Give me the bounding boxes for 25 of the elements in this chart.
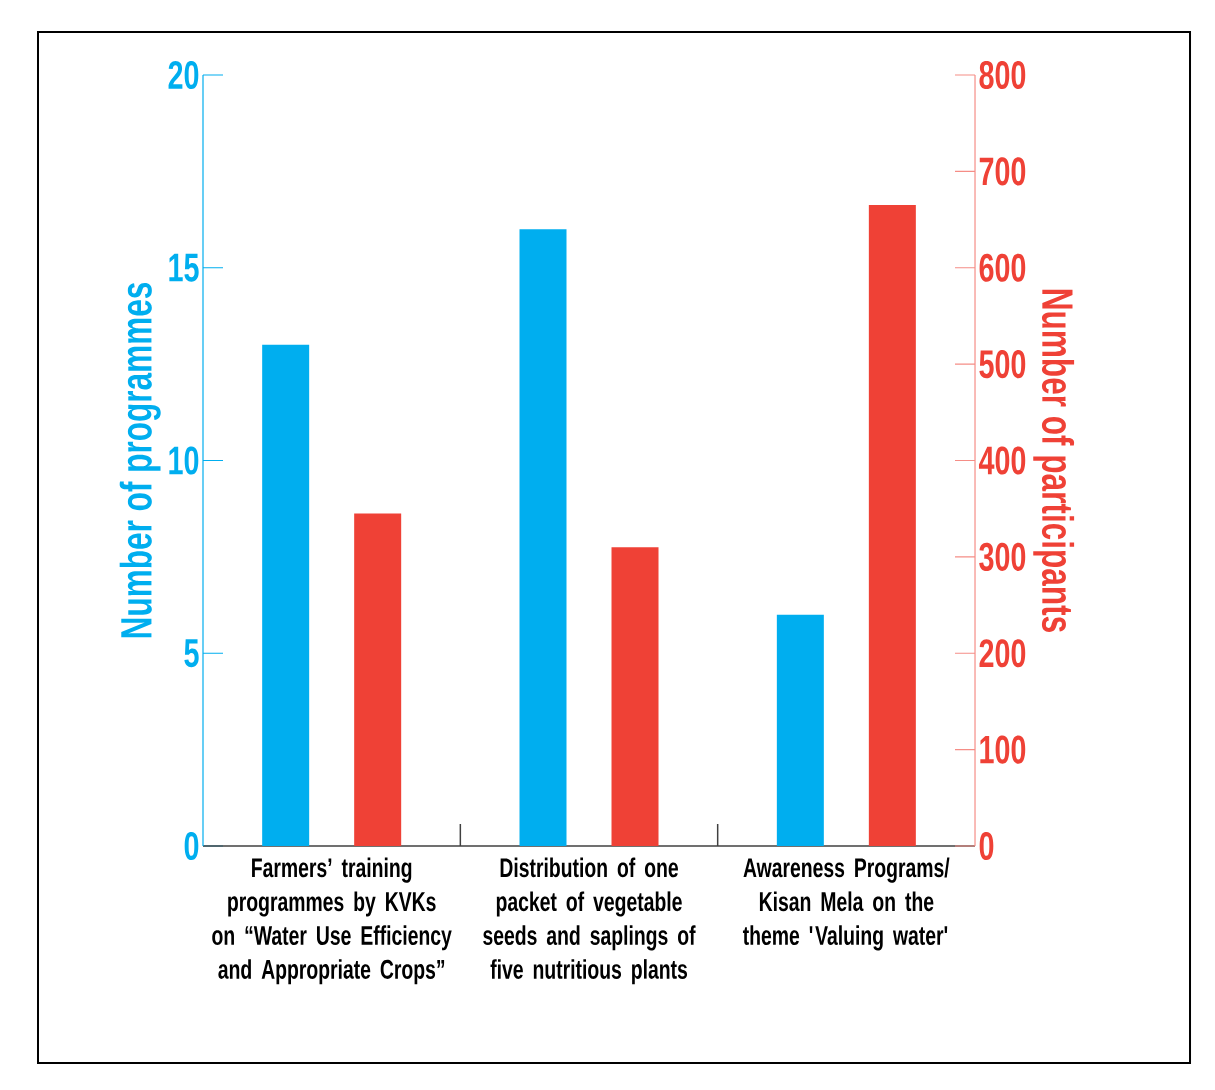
y-axis-title: Number of programmes (119, 282, 161, 638)
x-tick-label: Awareness Programs/ Kisan Mela on the theme 'Valuing water' (742, 857, 950, 951)
y2-tick-label: 600 (979, 253, 1026, 282)
y2-tick-label: 400 (978, 446, 1026, 475)
x-tick-label: Distribution of one packet of vegetable seeds and saplings of five nutritious plants (483, 857, 696, 985)
y2-axis-title: Number of participants (1033, 289, 1075, 632)
y2-tick-label: 300 (979, 542, 1026, 572)
y2-tick-label: 200 (979, 639, 1026, 668)
bar (262, 344, 310, 846)
bar (519, 229, 567, 846)
y2-tick-label: 800 (979, 60, 1026, 90)
y-tick-label: 5 (184, 639, 199, 668)
y-tick-label: 20 (168, 60, 199, 90)
bar (611, 547, 659, 846)
y-tick-label: 0 (184, 831, 199, 861)
y2-tick-label: 0 (979, 831, 994, 861)
bar (354, 513, 402, 846)
bar (868, 205, 916, 846)
y-tick-label: 15 (169, 253, 199, 282)
x-tick-label: Farmers’ training programmes by KVKs on “Water Use Efficiency and Appropriate Crops” (212, 857, 452, 985)
y2-tick-label: 700 (979, 157, 1026, 186)
bar (776, 614, 824, 846)
y-tick-label: 10 (169, 446, 199, 475)
y2-tick-label: 500 (979, 350, 1026, 379)
y2-tick-label: 100 (980, 735, 1026, 764)
